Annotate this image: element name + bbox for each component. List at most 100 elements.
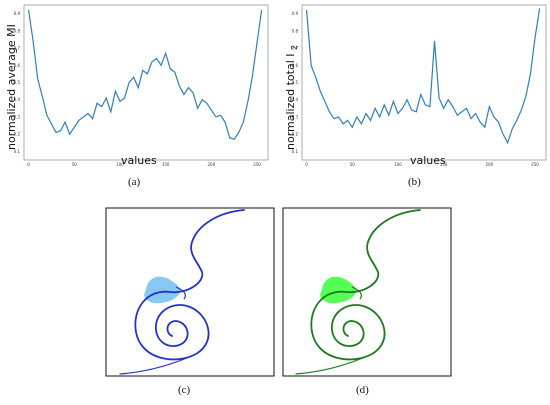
panel-a-data-point [110,111,112,113]
panel-a: normalized average MI values (a) 0.10.20… [5,4,269,188]
panel-b-data-point [388,114,390,116]
panel-a-data-point [83,116,84,118]
panel-b-data-point [470,118,472,120]
panel-b-ytick-label: 0.9 [292,11,299,16]
panel-b-data-point [374,107,376,109]
panel-a-frame [23,4,269,161]
panel-a-ytick-label: 0.3 [14,114,21,119]
panel-a-data-point [183,94,185,95]
panel-a-data-point [197,107,198,109]
panel-a-ytick-label: 0.2 [14,132,21,137]
panel-b-yticks: 0.1 0.2 0.3 0.4 0.5 0.6 0.7 0.8 0.9 [292,11,299,154]
panel-a-ytick-label: 0.7 [14,46,21,51]
panel-b-data-point [347,120,349,121]
panel-a-data-point [73,126,75,128]
panel-b-data-point [525,95,527,97]
panel-a-data-point [32,40,34,42]
panel-a-data-point [220,114,221,116]
panel-a-data-point [55,132,57,133]
panel-b-ytick-label: 0.2 [292,132,299,137]
panel-a-ylabel: normalized average MI [5,24,18,150]
panel-b-data-point [351,126,353,128]
panel-b-data-point [493,116,495,118]
panel-a-xtick-label: 250 [253,162,261,167]
panel-d-small-tip [351,286,363,300]
panel-b-data-point [429,106,431,107]
panel-b-data-point [457,114,458,116]
panel-a-data-point [119,101,121,102]
panel-a-data-point [229,137,230,138]
panel-a-ytick-label: 0.1 [14,149,21,154]
panel-a-data-point [192,92,194,94]
panel-b-data-point [420,94,422,95]
panel-a-data-point [128,82,130,83]
panel-b-ytick-label: 0.6 [292,63,299,68]
panel-b-data-point [397,113,399,114]
panel-b-data-point [329,111,330,113]
panel-a-data-point [101,106,103,107]
panel-b-data-point [365,113,367,114]
panel-a-xtick-label: 150 [162,162,170,167]
caption-b: (b) [408,176,421,188]
panel-b-ytick-label: 0.7 [292,46,299,51]
panel-b-data-point [402,107,403,109]
panel-a-data-point [151,61,153,63]
panel-b-ytick-label: 0.1 [292,149,299,154]
panel-b-data-point [319,90,321,92]
panel-b-data-point [315,76,317,78]
panel-b-data-point [443,107,444,109]
panel-b-xticks: 0 50 100 150 200 250 [305,162,539,167]
panel-a-data-point [210,109,212,111]
panel-b-xtick-label: 200 [486,162,494,167]
panel-a-data-point [142,70,144,71]
panel-b-xtick-label: 150 [440,162,448,167]
panel-b-xtick-label: 250 [531,162,539,167]
panel-a-data-point [242,121,244,123]
panel-b-data-point [393,101,394,102]
panel-b: normalized total I 2 values (b) 0.10.20.… [284,4,547,188]
caption-a: (a) [128,176,141,188]
panel-b-data-point [539,8,540,9]
panel-b-ytick-label: 0.8 [292,28,299,33]
panel-b-points [306,8,540,144]
panel-c-blue-tail [119,353,197,375]
panel-b-data-point [484,126,486,128]
panel-a-data-point [28,9,29,11]
panel-d-green-tail [295,353,373,375]
panel-c: (c) [105,207,275,396]
panel-a-data-point [51,123,52,125]
panel-a-data-point [105,97,107,99]
panel-a-yticks: 0.1 0.2 0.3 0.4 0.5 0.6 0.7 0.8 0.9 [14,11,21,154]
panel-b-xtick-label: 0 [305,162,308,167]
panel-c-fill-region [144,276,181,304]
panel-a-data-point [137,87,139,89]
panel-a-data-point [115,90,116,92]
panel-a-data-point [215,116,217,118]
panel-b-ytick-label: 0.5 [292,80,299,85]
panel-a-data-point [174,71,176,73]
panel-b-data-point [324,101,326,102]
panel-b-data-point [361,123,362,125]
panel-a-data-point [238,132,240,133]
caption-c: (c) [178,384,191,396]
panel-b-data-point [411,109,413,111]
panel-b-data-point [415,111,417,113]
panel-b-frame [301,4,547,161]
panel-a-data-point [160,64,162,66]
panel-c-small-tip [175,286,187,300]
panel-b-data-point [370,120,371,121]
panel-a-ytick-label: 0.8 [14,28,21,33]
panel-c-frame [105,207,275,377]
panel-b-data-point [530,73,531,75]
panel-b-data-point [452,106,454,107]
panel-b-data-point [425,104,426,106]
panel-b-ylabel: normalized total I 2 [284,45,299,150]
panel-a-data-point [78,120,80,121]
panel-a-data-point [261,9,262,11]
panel-b-data-point [310,64,312,66]
panel-b-data-point [498,121,499,123]
panel-b-ylabel-subscript: 2 [290,45,299,50]
panel-b-data-point [475,113,476,114]
caption-d: (d) [356,384,369,396]
